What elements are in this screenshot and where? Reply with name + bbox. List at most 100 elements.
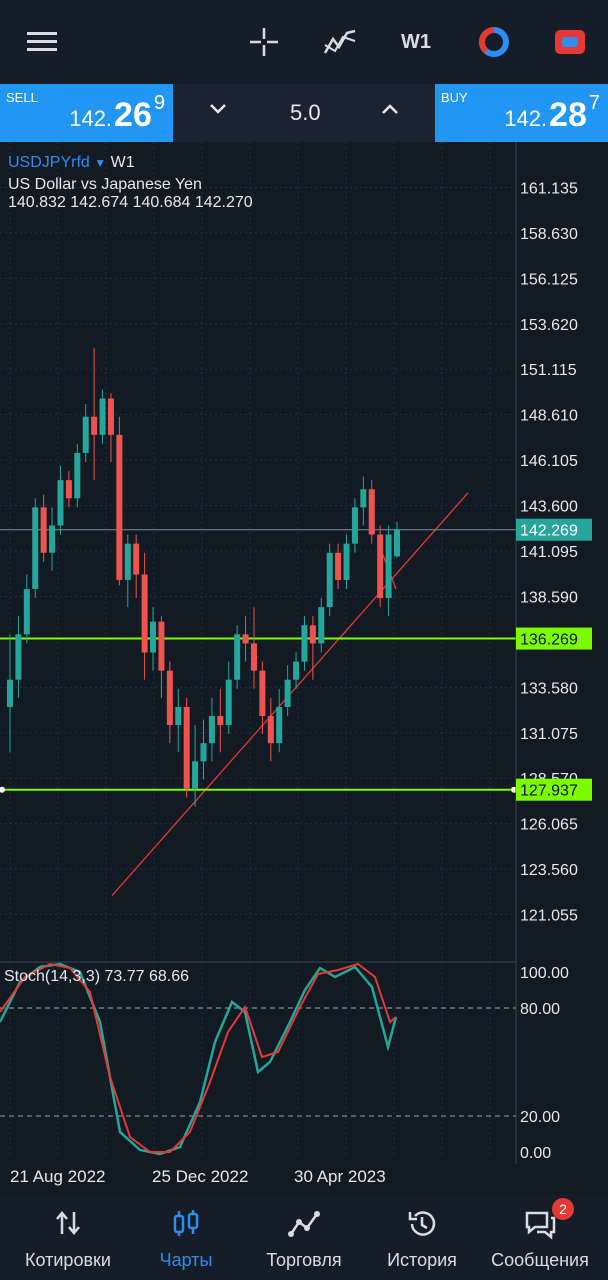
candle-body (49, 525, 56, 553)
indicators-icon[interactable] (320, 22, 360, 62)
stoch-axis-label: 80.00 (520, 1001, 560, 1018)
candle-body (166, 670, 173, 726)
candle-body (99, 398, 106, 435)
candle-body (318, 607, 325, 644)
buy-button[interactable]: BUY 142. 28 7 (435, 84, 608, 142)
menu-icon[interactable] (22, 22, 62, 62)
sell-price-big: 26 (114, 96, 152, 134)
date-axis-label: 25 Dec 2022 (152, 1167, 248, 1186)
nav-history[interactable]: История (362, 1194, 482, 1280)
candle-body (57, 480, 64, 526)
trade-toggle-icon[interactable] (550, 22, 590, 62)
price-axis-label: 138.590 (520, 589, 578, 606)
price-axis-label: 156.125 (520, 271, 578, 288)
buy-label: BUY (441, 90, 468, 105)
price-tag-label: 136.269 (520, 632, 578, 649)
candle-body (335, 552, 342, 580)
messages-icon (480, 1208, 600, 1240)
price-axis-label: 161.135 (520, 180, 578, 197)
sell-price-main: 142. (69, 106, 113, 131)
price-tag-label: 127.937 (520, 783, 578, 800)
price-axis-label: 148.610 (520, 408, 578, 425)
candle-body (267, 715, 274, 744)
nav-charts[interactable]: Чарты (126, 1194, 246, 1280)
sell-button[interactable]: SELL 142. 26 9 (0, 84, 173, 142)
price-tag-label: 142.269 (520, 523, 578, 540)
candle-body (175, 706, 182, 726)
trade-icon (244, 1208, 364, 1240)
decrease-volume-icon[interactable] (208, 102, 228, 121)
nav-label: Котировки (25, 1250, 111, 1270)
candle-body (158, 621, 165, 671)
price-axis-label: 123.560 (520, 862, 578, 879)
stoch-axis-label: 100.00 (520, 965, 569, 982)
nav-trade[interactable]: Торговля (244, 1194, 364, 1280)
symbol-dropdown-icon[interactable]: ▼ (94, 156, 107, 170)
price-tag (516, 518, 592, 541)
trade-panel: SELL 142. 26 9 5.0 BUY 142. 28 7 (0, 84, 608, 142)
symbol-name[interactable]: USDJPYrfd (8, 154, 90, 171)
candle-body (259, 670, 266, 716)
candle-body (343, 543, 350, 580)
price-axis-label: 153.620 (520, 317, 578, 334)
price-axis-label: 146.105 (520, 453, 578, 470)
candle-body (217, 715, 224, 726)
candle-body (225, 679, 232, 726)
price-axis-label: 126.065 (520, 817, 578, 834)
price-chart[interactable]: 161.135 158.630 156.125 153.620 151.115 148.6… (0, 142, 608, 1192)
price-axis-label: 131.075 (520, 726, 578, 743)
increase-volume-icon[interactable] (380, 102, 400, 121)
nav-label: Чарты (159, 1250, 213, 1270)
buy-price-big: 28 (549, 96, 587, 134)
candle-body (293, 661, 300, 680)
buy-price: 142. 28 7 (504, 92, 600, 135)
history-icon (362, 1208, 482, 1240)
price-axis-label: 151.115 (520, 362, 577, 379)
candle-body (309, 625, 316, 644)
crosshair-icon[interactable] (246, 22, 282, 62)
candle-body (377, 534, 384, 599)
candle-body (242, 634, 249, 644)
candle-body (301, 625, 308, 662)
candle-body (91, 416, 98, 435)
price-axis-label: 143.600 (520, 499, 578, 516)
stoch-axis-label: 20.00 (520, 1109, 560, 1126)
candle-body (82, 416, 89, 453)
bottom-nav: Котировки Чарты Торговля История 2 Сообщ… (0, 1194, 608, 1280)
nav-label: История (387, 1250, 457, 1270)
volume-field[interactable]: 5.0 (290, 100, 321, 125)
top-toolbar: W1 (0, 0, 608, 84)
chart-timeframe: W1 (110, 154, 135, 171)
stoch-d-line (0, 962, 397, 1153)
price-axis-label: 158.630 (520, 226, 578, 243)
candle-body (32, 507, 39, 590)
timeframe-button[interactable]: W1 (396, 22, 436, 62)
candle-body (250, 643, 257, 671)
stoch-axis-label: 0.00 (520, 1145, 551, 1162)
ohlc-readout: 140.832 142.674 140.684 142.270 (8, 194, 253, 211)
candle-body (394, 529, 400, 557)
stoch-k-line (0, 962, 398, 1156)
messages-badge: 2 (552, 1198, 574, 1220)
symbol-description: US Dollar vs Japanese Yen (8, 176, 202, 193)
timeframe-label: W1 (401, 30, 431, 53)
candle-body (7, 679, 13, 707)
color-wheel-icon[interactable] (474, 22, 514, 62)
candle-body (65, 480, 72, 499)
buy-price-main: 142. (504, 106, 548, 131)
candle-body (40, 507, 47, 553)
candle-body (326, 552, 333, 608)
sell-label: SELL (6, 90, 38, 105)
candle-body (360, 489, 367, 508)
candle-body (74, 452, 81, 499)
candle-body (116, 434, 123, 580)
chart-canvas[interactable]: 161.135 158.630 156.125 153.620 151.115 148.6… (0, 142, 608, 1192)
symbol-header[interactable]: USDJPYrfd ▼ W1 (8, 154, 135, 172)
price-tag (516, 627, 592, 650)
candle-body (192, 761, 199, 789)
nav-quotes[interactable]: Котировки (8, 1194, 128, 1280)
nav-messages[interactable]: 2 Сообщения (480, 1194, 600, 1280)
nav-label: Торговля (266, 1250, 342, 1270)
price-axis-label: 121.055 (520, 908, 578, 925)
candle-body (208, 715, 215, 744)
